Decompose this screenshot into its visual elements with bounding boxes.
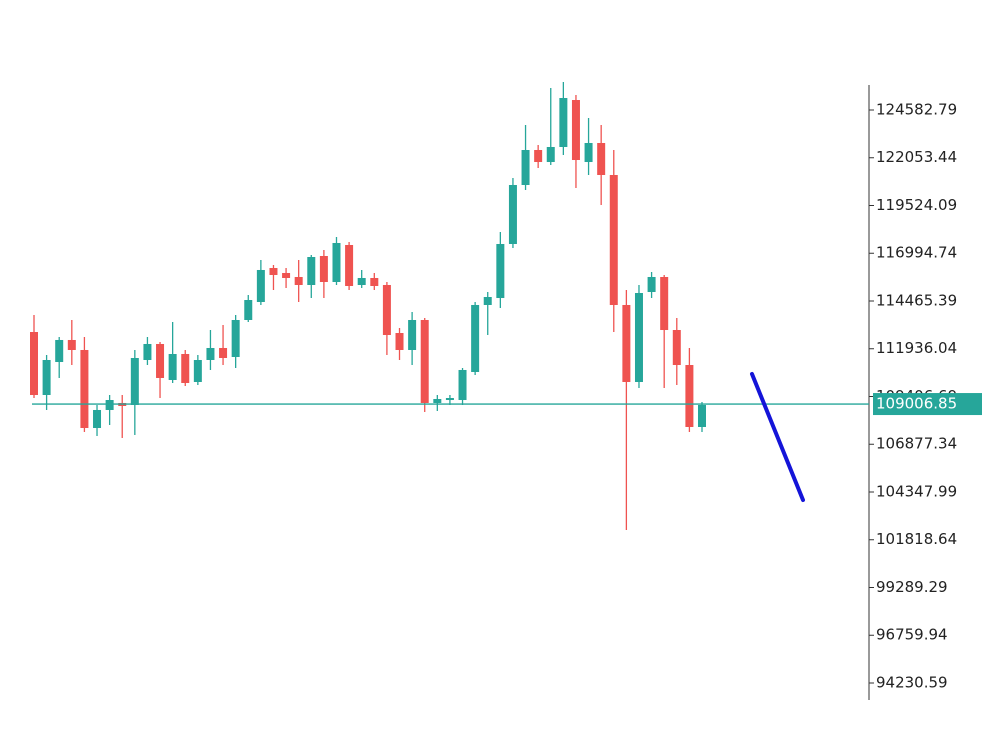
candle-body [282,272,291,278]
y-tick-label: 119524.09 [876,196,957,214]
candle-body [80,349,89,429]
y-tick-label: 114465.39 [876,291,957,309]
candle-body [332,242,341,282]
candle-body [181,353,190,383]
candle-body [458,369,467,401]
candle-body [30,332,38,396]
y-tick-label: 94230.59 [876,673,948,691]
candle-body [483,297,492,305]
trend-line [750,372,805,502]
candle-body [420,319,429,403]
candle-body [193,360,202,382]
candle-body [634,293,643,382]
axis-labels: 124582.79 122053.44 119524.09 116994.74 1144… [869,100,982,691]
candle-body [319,256,328,282]
candle-body [571,100,580,161]
y-tick-label: 96759.94 [876,626,948,644]
candle-body [269,268,278,275]
candle-body [345,244,354,286]
y-tick-label: 116994.74 [876,244,957,262]
candle-body [471,304,480,372]
candle-body [382,284,391,336]
candle-body [521,149,530,185]
y-tick-label: 122053.44 [876,148,957,166]
candle-body [357,277,366,285]
y-tick-label: 99289.29 [876,578,948,596]
candle-body [130,357,139,405]
candle-body [55,339,64,363]
candle-body [647,276,656,293]
y-tick-label: 104347.99 [876,482,957,500]
candle-body [672,330,681,366]
y-tick-label: 111936.04 [876,339,957,357]
candle-body [231,319,240,357]
candle-body [433,399,442,403]
candle-body [698,404,706,428]
candle-body [156,343,165,378]
candle-body [609,174,618,305]
plot-area [30,81,869,531]
candle-body [93,409,102,429]
candle-body [597,142,606,175]
candle-body [370,277,379,286]
candle-body [105,400,114,410]
candle-body [244,300,253,320]
candle-body [685,365,694,428]
candle-body [559,98,568,147]
candle-body [219,347,228,358]
candle-body [294,276,303,285]
y-tick-label: 106877.34 [876,435,957,453]
candle-body [534,149,543,163]
candle-body [408,319,417,350]
candle-body [42,360,51,396]
candle-body [143,343,152,361]
candle-body [445,398,454,401]
candle-body [256,269,265,302]
candle-body [660,276,669,331]
candle-body [168,353,177,380]
current-price-tag [873,393,982,416]
candle-body [307,257,316,285]
candle-body [546,146,555,163]
candle-body [622,304,631,382]
candle-body [395,333,404,350]
current-price-label: 109006.85 [876,395,957,413]
candle-body [508,184,517,244]
candle-body [584,142,593,163]
y-tick-label: 101818.64 [876,530,957,548]
candle-body [496,243,505,299]
y-tick-label: 124582.79 [876,100,957,118]
candle-body [206,347,215,361]
candle-body [67,339,76,350]
